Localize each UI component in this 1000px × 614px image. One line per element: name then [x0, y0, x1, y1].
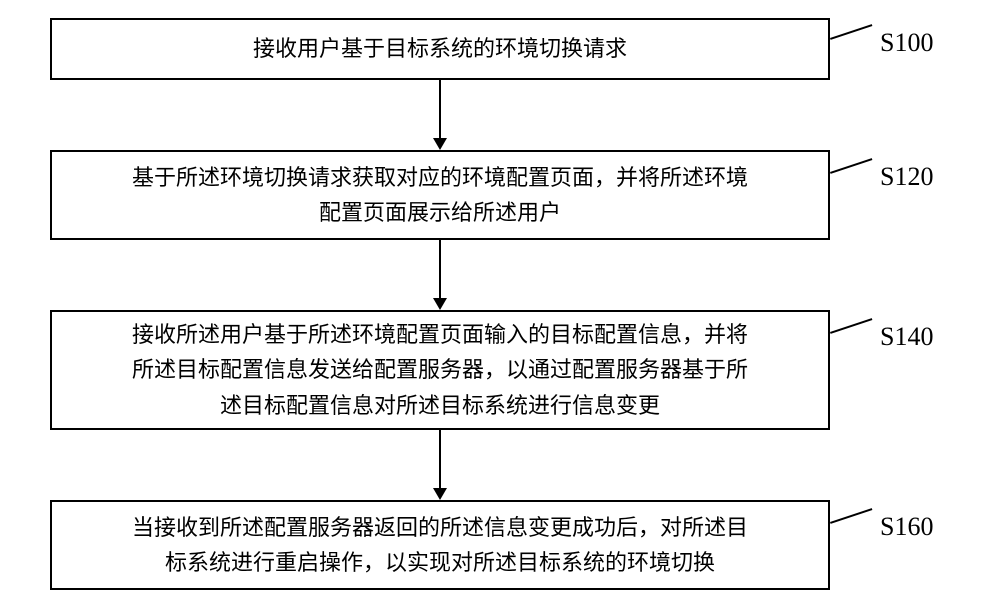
flowchart-canvas: 接收用户基于目标系统的环境切换请求 S100 基于所述环境切换请求获取对应的环境配置… [0, 0, 1000, 614]
connector-1 [830, 158, 873, 174]
connector-0 [830, 24, 873, 40]
flow-node-text: 基于所述环境切换请求获取对应的环境配置页面，并将所述环境 配置页面展示给所述用户 [132, 160, 748, 230]
flow-node-text: 当接收到所述配置服务器返回的所述信息变更成功后，对所述目 标系统进行重启操作，以… [132, 510, 748, 580]
flow-label-n4: S160 [880, 512, 933, 542]
arrow-line-2 [439, 430, 441, 490]
flow-node-text: 接收所述用户基于所述环境配置页面输入的目标配置信息，并将 所述目标配置信息发送给… [132, 317, 748, 423]
flow-label-n1: S100 [880, 28, 933, 58]
flow-node-n1: 接收用户基于目标系统的环境切换请求 [50, 18, 830, 80]
connector-3 [830, 508, 873, 524]
flow-label-n2: S120 [880, 162, 933, 192]
arrow-head-1 [433, 298, 447, 310]
flow-node-n2: 基于所述环境切换请求获取对应的环境配置页面，并将所述环境 配置页面展示给所述用户 [50, 150, 830, 240]
connector-2 [830, 318, 873, 334]
arrow-line-1 [439, 240, 441, 300]
flow-node-text: 接收用户基于目标系统的环境切换请求 [253, 31, 627, 66]
flow-node-n3: 接收所述用户基于所述环境配置页面输入的目标配置信息，并将 所述目标配置信息发送给… [50, 310, 830, 430]
arrow-line-0 [439, 80, 441, 140]
flow-node-n4: 当接收到所述配置服务器返回的所述信息变更成功后，对所述目 标系统进行重启操作，以… [50, 500, 830, 590]
flow-label-n3: S140 [880, 322, 933, 352]
arrow-head-0 [433, 138, 447, 150]
arrow-head-2 [433, 488, 447, 500]
